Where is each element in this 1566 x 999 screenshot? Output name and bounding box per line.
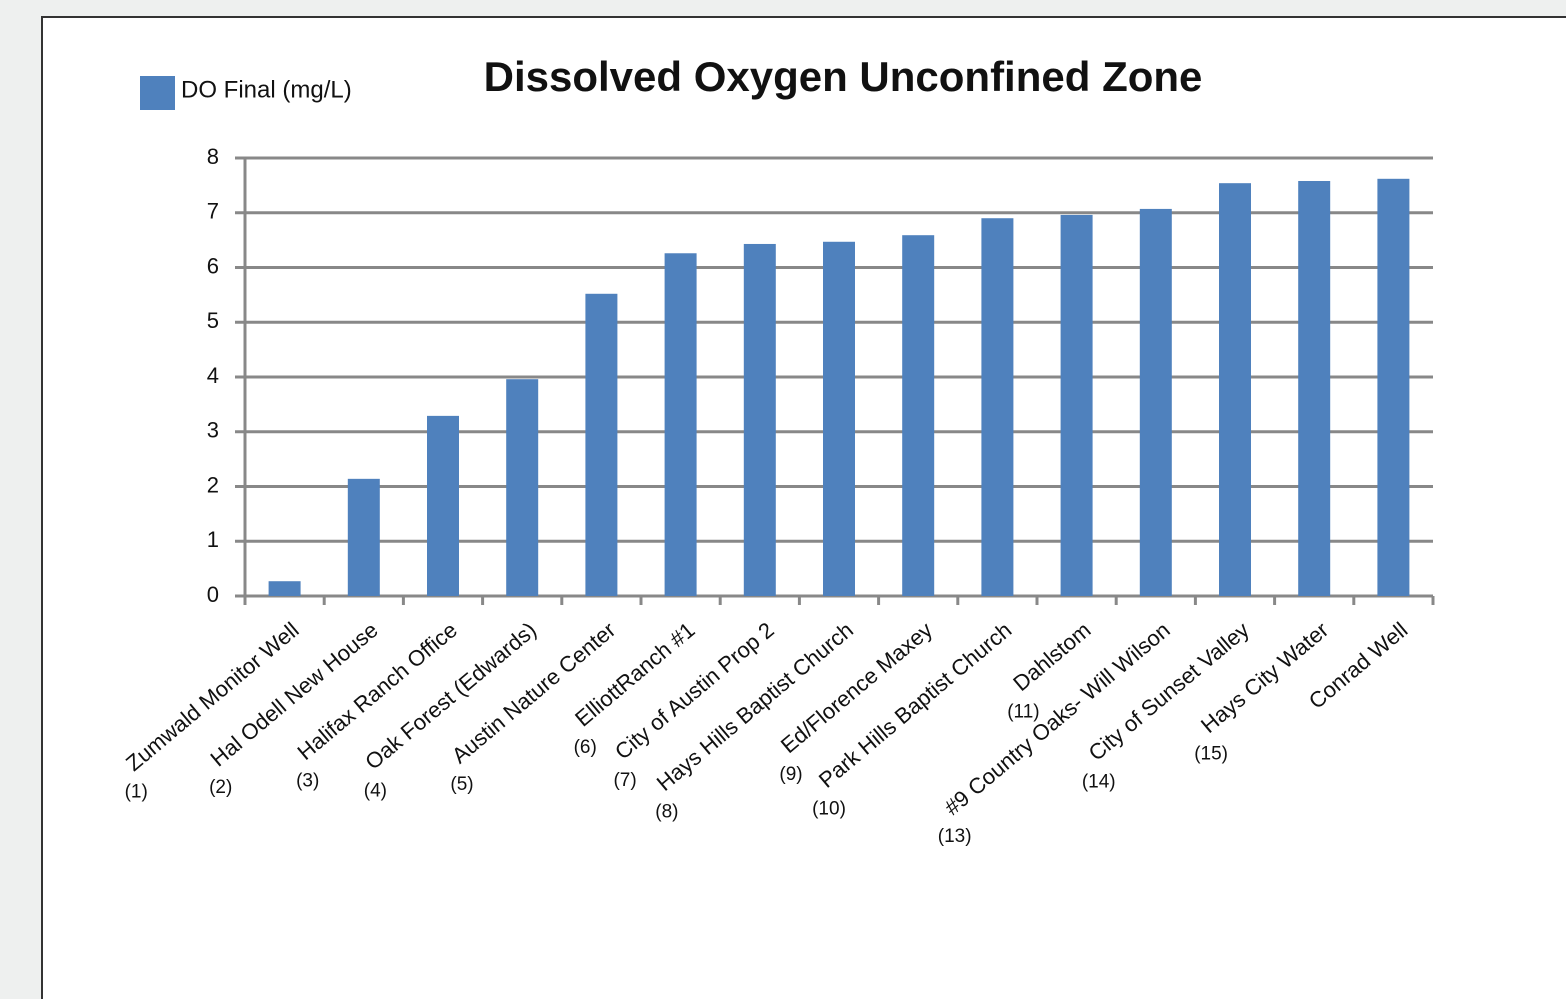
bar [427, 415, 459, 596]
x-index-label: (15) [1194, 744, 1228, 765]
bar [268, 581, 301, 596]
bar [664, 253, 697, 596]
x-index-label: (7) [613, 770, 636, 791]
x-index-label: (8) [655, 802, 678, 823]
x-index-label: (13) [938, 826, 972, 847]
chart-title: Dissolved Oxygen Unconfined Zone [484, 53, 1203, 100]
bar [1377, 178, 1410, 596]
bar [981, 218, 1014, 596]
x-index-label: (1) [125, 782, 148, 803]
bar [347, 478, 380, 596]
bar [823, 241, 855, 596]
bar [1298, 180, 1331, 596]
y-tick-label: 3 [207, 418, 219, 443]
bar [1219, 183, 1251, 596]
bar [506, 379, 539, 596]
x-index-label: (14) [1082, 771, 1116, 792]
y-tick-label: 7 [207, 199, 219, 224]
x-index-label: (4) [364, 780, 387, 801]
x-index-label: (3) [296, 771, 319, 792]
x-index-label: (6) [574, 737, 597, 758]
x-index-label: (9) [779, 764, 802, 785]
x-index-label: (10) [812, 798, 846, 819]
bar [1060, 214, 1093, 596]
legend-label: DO Final (mg/L) [181, 76, 352, 103]
x-index-label: (2) [209, 777, 232, 798]
y-tick-label: 8 [207, 144, 219, 169]
bar [902, 235, 935, 596]
bar [585, 293, 618, 596]
chart-panel [41, 16, 1566, 999]
y-tick-label: 2 [207, 472, 219, 497]
y-tick-label: 0 [207, 582, 219, 607]
legend-swatch [140, 76, 175, 110]
bar [743, 243, 776, 596]
x-index-label: (5) [450, 774, 473, 795]
y-tick-label: 5 [207, 308, 219, 333]
y-tick-label: 4 [207, 363, 219, 388]
y-tick-label: 1 [207, 527, 219, 552]
y-tick-label: 6 [207, 253, 219, 278]
bar [1139, 208, 1172, 597]
x-index-label: (11) [1007, 702, 1039, 723]
